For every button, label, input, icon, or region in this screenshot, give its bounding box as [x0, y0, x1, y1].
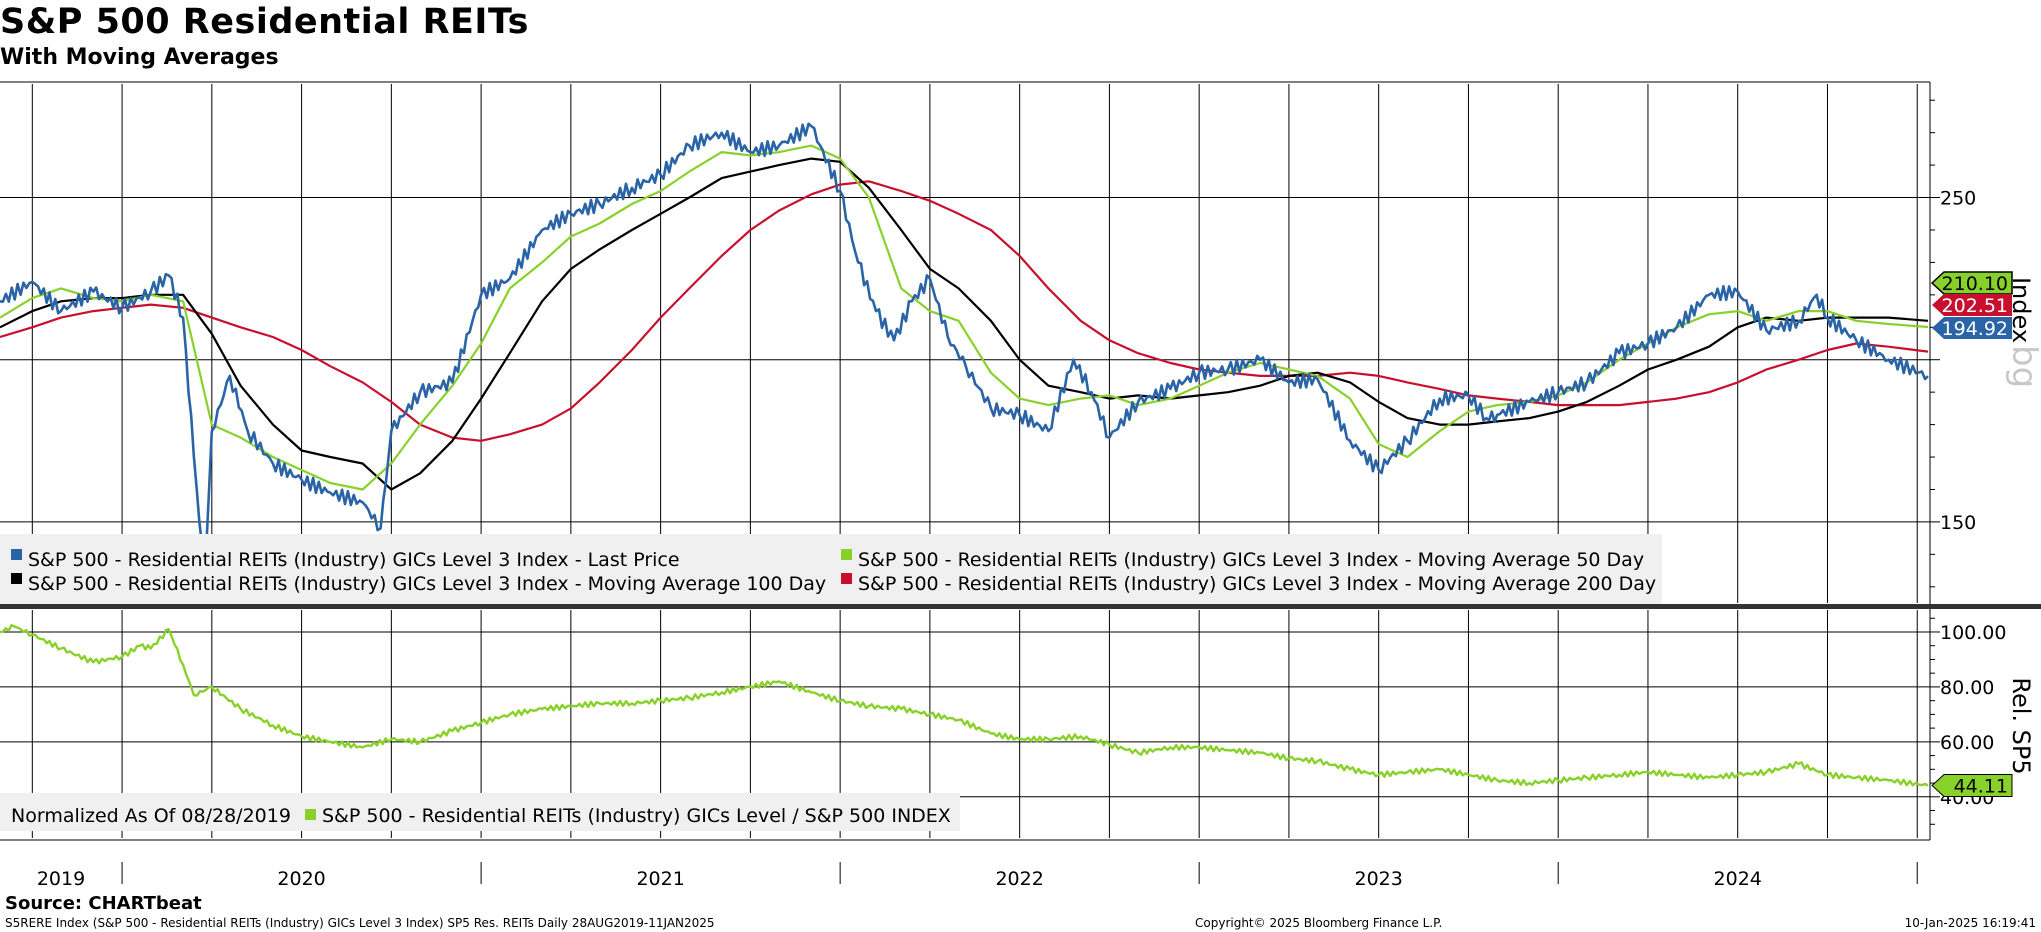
- last-value-badge: [1932, 294, 2012, 316]
- legend-ma50: S&P 500 - Residential REITs (Industry) G…: [858, 549, 1644, 571]
- last-value-label: 194.92: [1942, 318, 2008, 340]
- series-ma50: [0, 144, 1929, 491]
- legend-swatch-ma50: [841, 549, 852, 560]
- panel-divider: [0, 604, 2041, 609]
- x-tick-label: 2019: [37, 868, 85, 890]
- upper-legend: S&P 500 - Residential REITs (Industry) G…: [0, 534, 1662, 604]
- last-value-badge: [1930, 271, 2013, 295]
- legend-relative: S&P 500 - Residential REITs (Industry) G…: [322, 805, 951, 827]
- x-tick-label: 2021: [636, 868, 684, 890]
- legend-ma100: S&P 500 - Residential REITs (Industry) G…: [28, 573, 826, 595]
- x-tick-label: 2022: [995, 868, 1043, 890]
- chart-subtitle: With Moving Averages: [0, 45, 279, 70]
- lower-y-axis-title: Rel. SP5: [2007, 677, 2035, 774]
- lower-legend: Normalized As Of 08/28/2019 S&P 500 - Re…: [0, 793, 960, 831]
- y-tick-label-lower: 60.00: [1940, 732, 1994, 754]
- series-last-price: [0, 122, 1929, 582]
- normalized-note: Normalized As Of 08/28/2019: [11, 805, 291, 827]
- legend-ma200: S&P 500 - Residential REITs (Industry) G…: [858, 573, 1656, 595]
- upper-y-axis-title: Index: [2007, 277, 2035, 343]
- series-ma200: [0, 180, 1929, 442]
- watermark-glyph: bg: [2004, 345, 2041, 388]
- footer-timestamp: 10-Jan-2025 16:19:41: [1905, 916, 2036, 930]
- x-tick-label: 2020: [277, 868, 325, 890]
- x-axis: 2019 2020 2021 2022 2023 2024: [37, 862, 1918, 890]
- source-text: Source: CHARTbeat: [5, 893, 202, 914]
- y-tick-label-upper: 150: [1940, 512, 1976, 534]
- last-value-label-lower: 44.11: [1954, 776, 2008, 798]
- upper-legend-background: [0, 534, 1662, 604]
- last-value-label: 202.51: [1942, 295, 2008, 317]
- footer-description: S5RERE Index (S&P 500 - Residential REIT…: [5, 916, 715, 930]
- series-ma100: [0, 157, 1929, 491]
- series-relative: [0, 624, 1929, 787]
- last-value-label: 210.10: [1942, 273, 2008, 295]
- y-tick-label-lower: 80.00: [1940, 677, 1994, 699]
- x-tick-label: 2024: [1714, 868, 1762, 890]
- legend-swatch-ma100: [11, 573, 22, 584]
- lower-series-layer: [0, 624, 1929, 787]
- lower-legend-background: [0, 793, 960, 831]
- y-tick-label-upper: 250: [1940, 188, 1976, 210]
- y-tick-label-lower: 100.00: [1940, 622, 2006, 644]
- footer-copyright: Copyright© 2025 Bloomberg Finance L.P.: [1195, 916, 1442, 930]
- legend-swatch-ma200: [841, 573, 852, 584]
- chart-title: S&P 500 Residential REITs: [0, 2, 530, 42]
- last-value-badge: [1932, 317, 2012, 339]
- legend-swatch-relative: [305, 809, 316, 820]
- legend-swatch-last-price: [11, 549, 22, 560]
- legend-last-price: S&P 500 - Residential REITs (Industry) G…: [28, 549, 680, 571]
- upper-series-layer: [0, 122, 1929, 582]
- vertical-gridlines: [31, 84, 1918, 838]
- upper-y-axis: 150 250: [1930, 99, 1976, 588]
- x-tick-label: 2023: [1355, 868, 1403, 890]
- last-value-badge-lower: [1931, 774, 2013, 798]
